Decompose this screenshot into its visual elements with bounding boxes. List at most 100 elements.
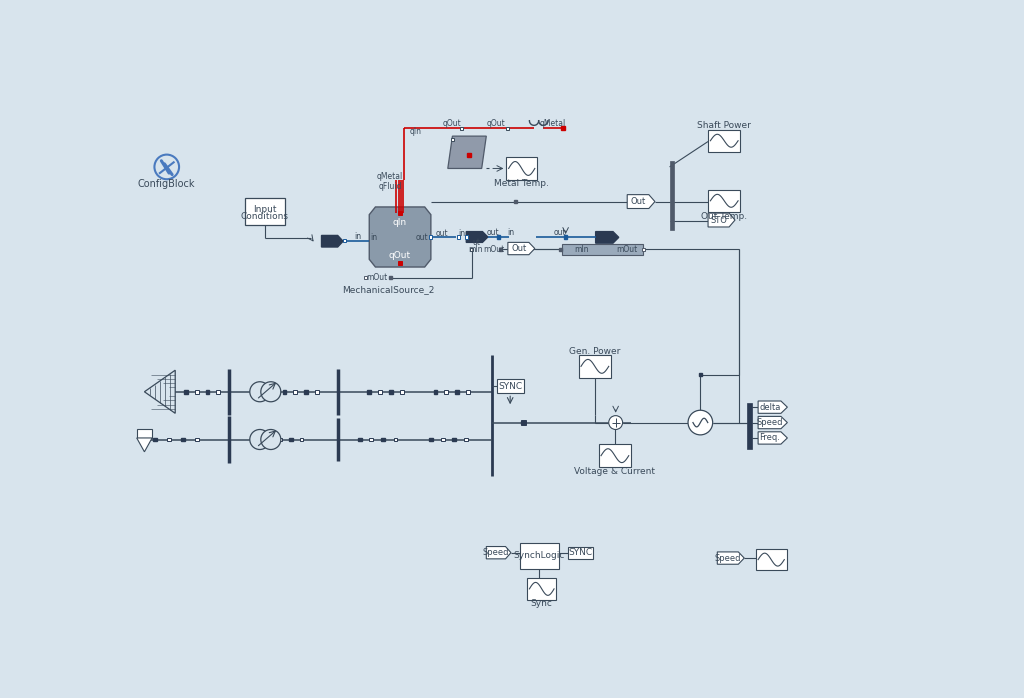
Bar [343, 239, 346, 242]
Polygon shape [596, 232, 618, 243]
Text: Out: Out [631, 197, 646, 206]
Circle shape [608, 415, 623, 429]
Text: Metal Temp.: Metal Temp. [495, 179, 549, 188]
Bar [499, 248, 502, 251]
Bar [206, 390, 210, 394]
Circle shape [155, 154, 179, 179]
Bar [216, 390, 220, 394]
Bar [441, 438, 445, 441]
Bar [195, 390, 199, 394]
Bar [389, 276, 392, 279]
Bar [708, 130, 740, 151]
Bar [464, 438, 468, 441]
Bar [389, 390, 393, 394]
Bar [154, 438, 157, 441]
Bar [364, 276, 367, 279]
Bar [506, 127, 509, 130]
Bar [579, 355, 611, 378]
Polygon shape [708, 213, 735, 227]
Polygon shape [758, 432, 787, 444]
Bar [527, 578, 556, 600]
Text: SYNC: SYNC [498, 382, 522, 391]
Polygon shape [447, 136, 486, 168]
Bar [466, 390, 470, 394]
Bar [708, 190, 740, 211]
Bar [304, 390, 308, 394]
Circle shape [250, 382, 269, 402]
Text: Input: Input [253, 205, 276, 214]
Bar [497, 235, 500, 239]
Bar [497, 380, 524, 393]
Bar [368, 390, 371, 394]
Text: mOut: mOut [616, 245, 638, 254]
Text: SynchLogic: SynchLogic [514, 551, 565, 560]
Bar [429, 235, 432, 239]
Text: in: in [371, 233, 378, 242]
Bar [289, 438, 293, 441]
Polygon shape [137, 438, 153, 452]
Text: qIn: qIn [410, 127, 422, 136]
Circle shape [261, 382, 281, 402]
Bar [181, 438, 185, 441]
Polygon shape [628, 195, 655, 209]
Bar [642, 248, 645, 251]
Bar [429, 438, 433, 441]
Text: Voltage & Current: Voltage & Current [574, 466, 655, 475]
Text: out: out [553, 228, 566, 237]
Bar [568, 547, 593, 559]
Text: ut: ut [472, 238, 480, 247]
Text: in: in [458, 229, 465, 237]
Polygon shape [508, 242, 535, 255]
Bar [451, 138, 454, 141]
Bar [378, 390, 382, 394]
Bar [195, 438, 199, 441]
Text: Conditions: Conditions [241, 211, 289, 221]
Bar [184, 390, 188, 394]
Bar [393, 438, 397, 441]
Bar [506, 157, 538, 180]
Bar [369, 438, 373, 441]
Bar [514, 200, 517, 203]
Text: Out: Out [511, 244, 526, 253]
Text: Speed: Speed [483, 548, 509, 557]
Bar [562, 244, 643, 255]
Text: out: out [487, 228, 500, 237]
Text: Freq.: Freq. [760, 433, 780, 443]
Bar [283, 390, 287, 394]
Bar [399, 390, 403, 394]
Bar [564, 235, 567, 239]
Bar [381, 438, 385, 441]
Polygon shape [466, 232, 487, 242]
Bar [457, 235, 460, 239]
Text: Speed: Speed [757, 418, 783, 427]
Text: qOut: qOut [389, 251, 411, 260]
Text: qOut: qOut [486, 119, 505, 128]
Circle shape [688, 410, 713, 435]
Text: Sync: Sync [530, 599, 553, 608]
Text: Out Temp.: Out Temp. [701, 211, 748, 221]
Bar [167, 438, 171, 441]
Polygon shape [322, 235, 343, 247]
Bar [460, 127, 463, 130]
Polygon shape [486, 547, 511, 559]
Bar [470, 248, 473, 251]
Circle shape [250, 429, 269, 450]
Polygon shape [758, 401, 787, 413]
Bar [559, 248, 562, 251]
Bar [398, 261, 402, 265]
Bar [520, 420, 526, 425]
Bar [746, 403, 752, 449]
Bar [398, 211, 402, 215]
Text: Speed: Speed [715, 554, 741, 563]
Text: mIn: mIn [468, 245, 482, 254]
Bar [444, 390, 449, 394]
Text: qMetal: qMetal [540, 119, 565, 128]
Bar [467, 153, 471, 156]
Bar [452, 438, 456, 441]
Text: in: in [354, 232, 361, 242]
Bar [433, 390, 437, 394]
Text: mIn: mIn [573, 245, 588, 254]
Bar [137, 429, 153, 438]
Bar [265, 438, 269, 441]
Polygon shape [370, 207, 431, 267]
